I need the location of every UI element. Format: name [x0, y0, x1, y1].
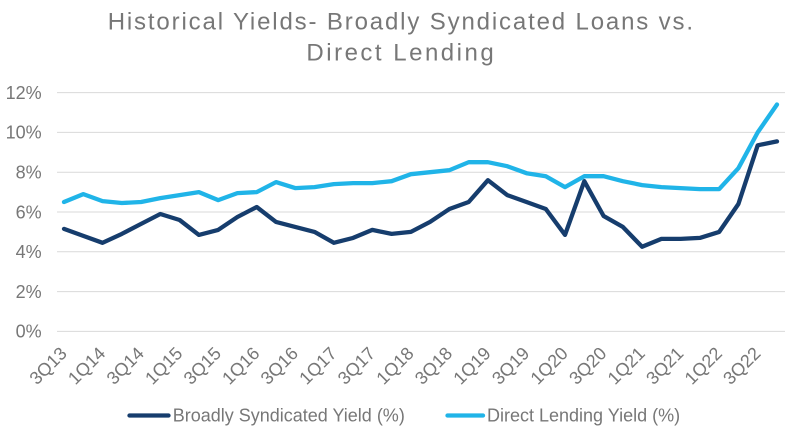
- svg-text:Direct Lending Yield (%): Direct Lending Yield (%): [487, 406, 680, 426]
- svg-text:Direct Lending: Direct Lending: [306, 40, 496, 67]
- svg-text:Broadly Syndicated Yield (%): Broadly Syndicated Yield (%): [173, 406, 405, 426]
- svg-text:0%: 0%: [16, 322, 42, 342]
- svg-text:12%: 12%: [6, 83, 42, 103]
- svg-text:2%: 2%: [16, 282, 42, 302]
- svg-text:10%: 10%: [6, 123, 42, 143]
- svg-text:Historical Yields- Broadly Syn: Historical Yields- Broadly Syndicated Lo…: [108, 8, 695, 35]
- svg-text:6%: 6%: [16, 202, 42, 222]
- svg-text:4%: 4%: [16, 242, 42, 262]
- svg-text:8%: 8%: [16, 163, 42, 183]
